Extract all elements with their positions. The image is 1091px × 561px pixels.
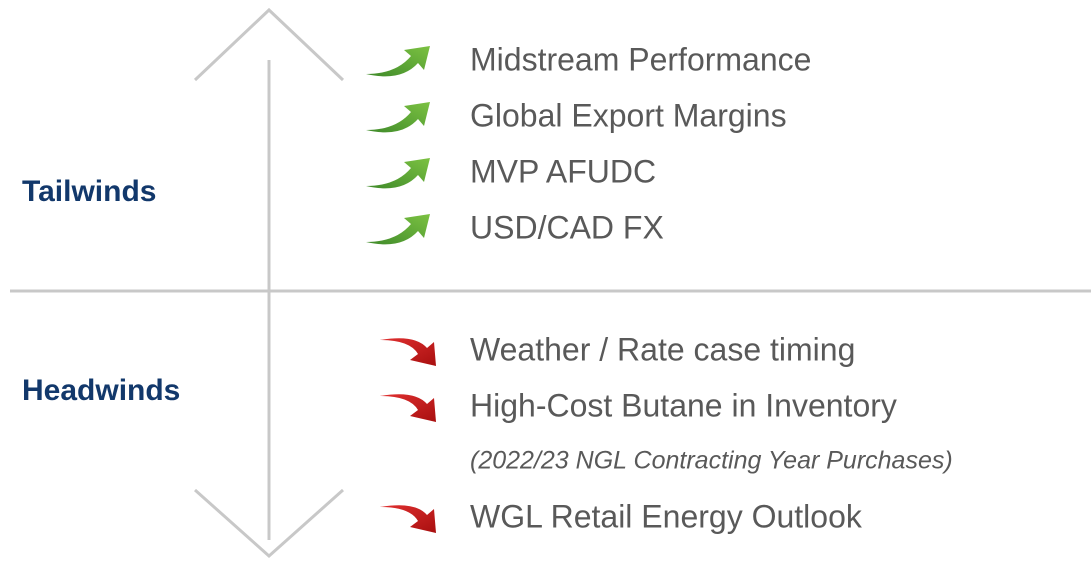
headwind-note: (2022/23 NGL Contracting Year Purchases) — [470, 447, 953, 475]
up-chevron — [193, 7, 345, 82]
down-arrow — [380, 505, 436, 533]
up-arrow — [366, 46, 430, 77]
headwind-item: High-Cost Butane in Inventory — [470, 387, 897, 423]
down-arrow — [380, 338, 436, 366]
tailwind-item: Midstream Performance — [470, 41, 811, 77]
headwind-item: WGL Retail Energy Outlook — [470, 498, 863, 534]
tailwinds-label: Tailwinds — [22, 175, 156, 208]
tailwind-item: Global Export Margins — [470, 97, 787, 133]
tailwind-item: MVP AFUDC — [470, 153, 656, 189]
up-arrow — [366, 214, 430, 245]
up-arrow — [366, 158, 430, 189]
down-chevron — [194, 488, 344, 559]
headwinds-label: Headwinds — [22, 374, 180, 407]
down-arrow — [380, 394, 436, 422]
up-arrow — [366, 102, 430, 133]
headwind-item: Weather / Rate case timing — [470, 331, 855, 367]
tailwind-item: USD/CAD FX — [470, 209, 664, 245]
